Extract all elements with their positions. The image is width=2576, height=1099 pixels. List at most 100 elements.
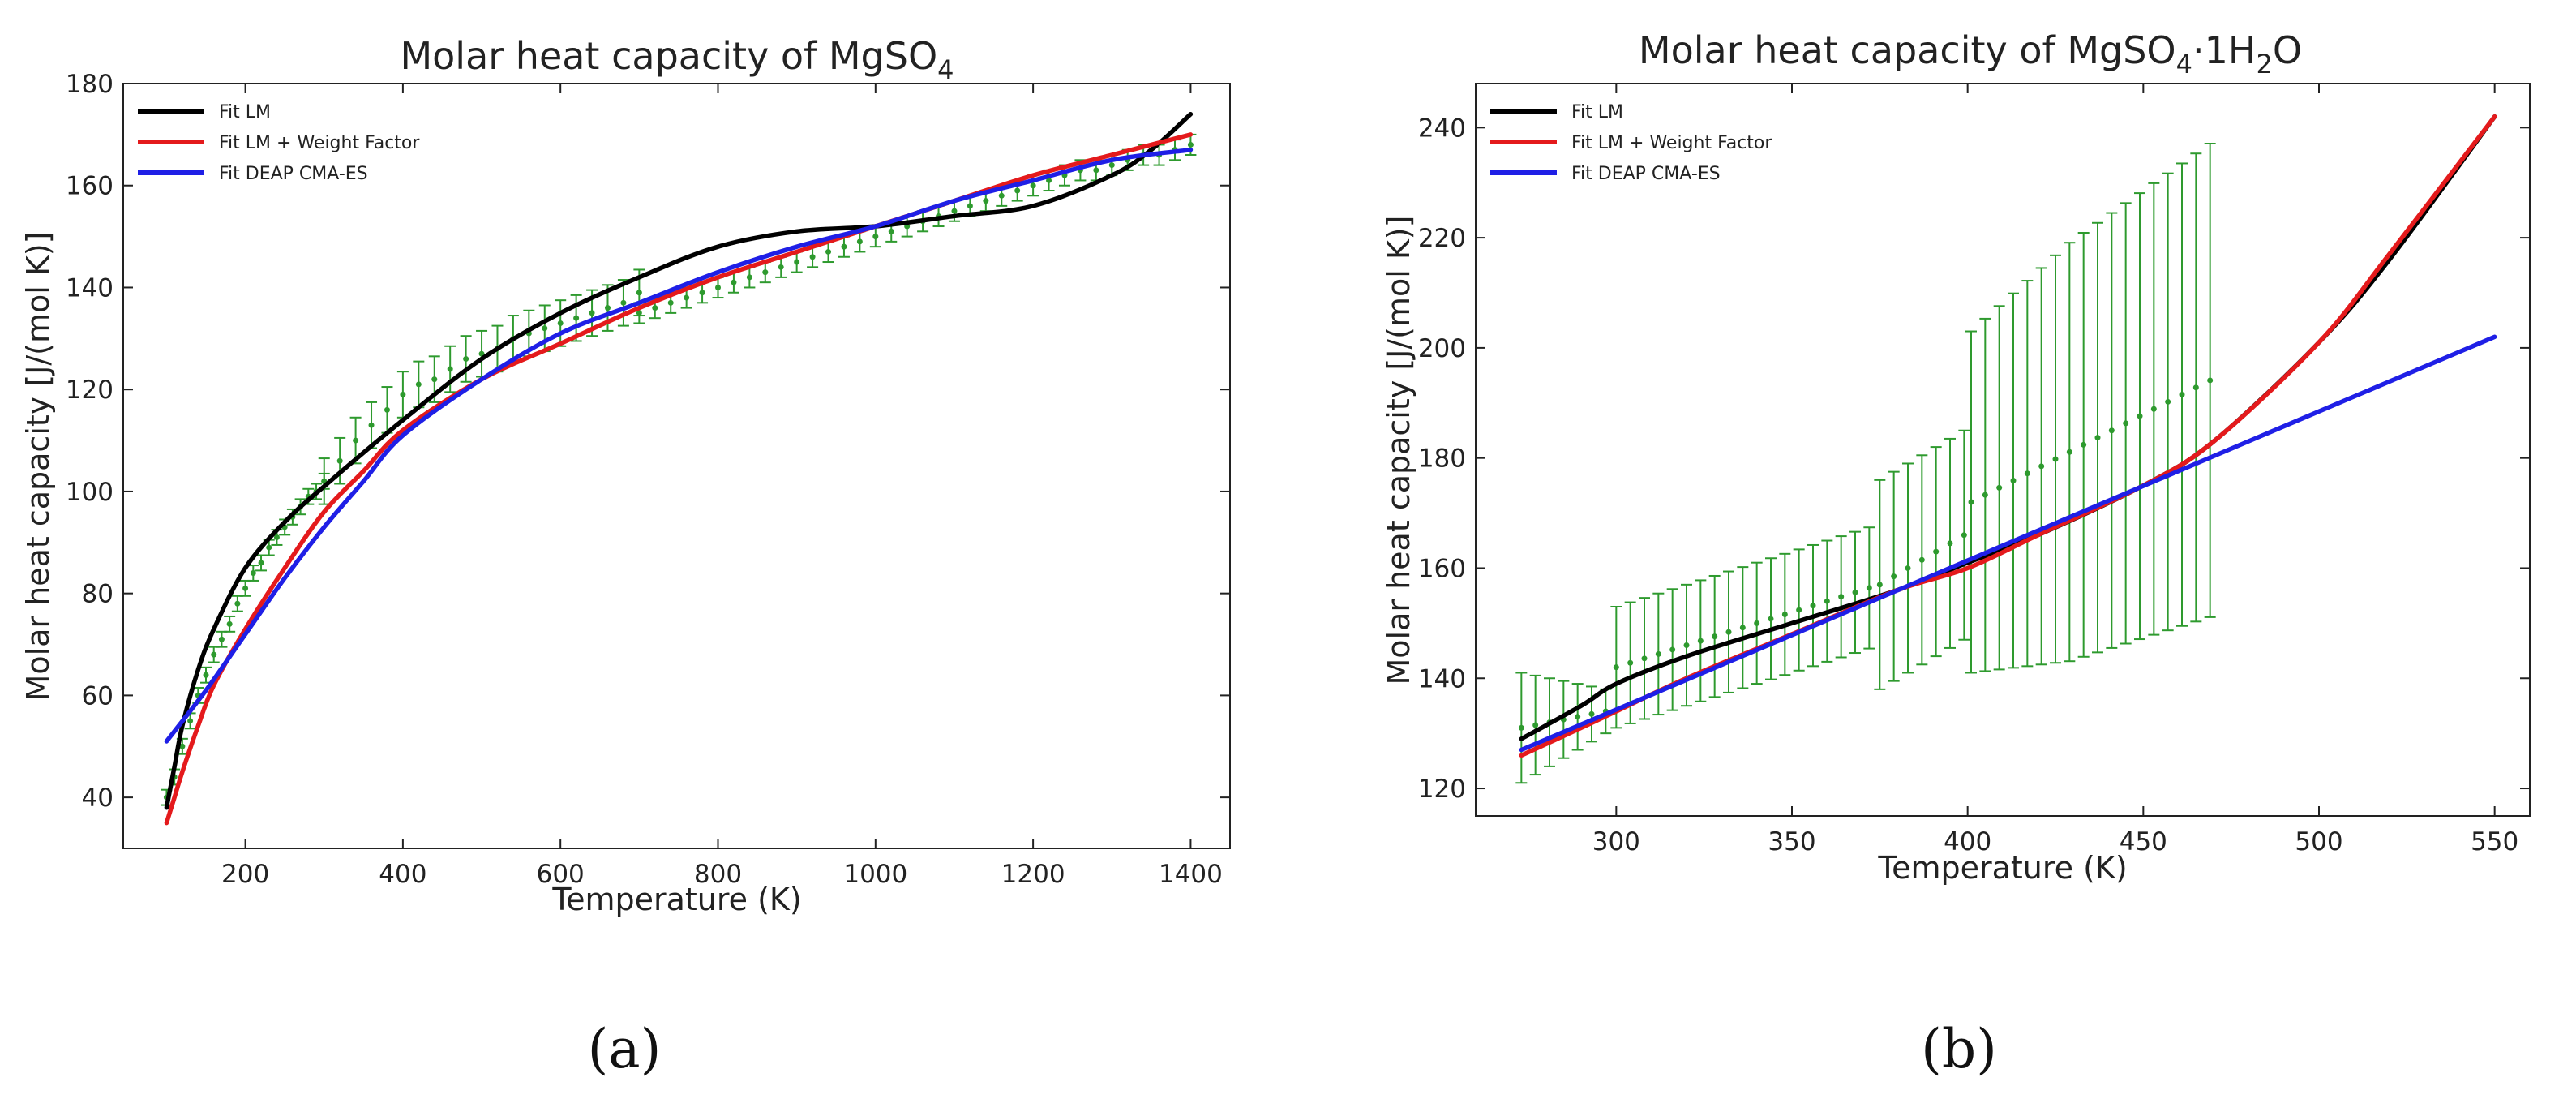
chart-b-errorbar [1993,305,2005,671]
chart-b-data-point [1739,625,1746,631]
chart-b-ytick-label: 120 [1418,775,1466,804]
chart-b-data-point [1838,594,1845,600]
chart-a-errorbar [617,279,629,327]
chart-a-errorbar [413,360,425,409]
chart-b-errorbar [2134,192,2145,641]
chart-b-errorbar [1958,429,1970,641]
chart-a-errorbar [460,335,472,383]
chart-b-errorbar [1765,557,1777,680]
chart-a-ytick-label: 120 [66,376,114,405]
chart-b-errorbar [1849,530,1861,655]
chart-b-data-point [1891,573,1897,580]
chart-b-data-point [1947,540,1953,547]
chart-b-errorbar [1708,574,1721,698]
chart-b-legend-label: Fit DEAP CMA-ES [1571,164,1721,184]
chart-b-legend-label: Fit LM + Weight Factor [1571,133,1772,153]
chart-a-data-point [258,560,264,566]
chart-a-data-point [731,279,737,285]
chart-a-data-point [384,406,390,413]
chart-b-errorbar [1874,479,1886,690]
chart-b-data-point [1852,589,1858,595]
chart-a-errorbar [216,630,228,648]
chart-b-errorbar [2120,202,2132,645]
chart-b-data-point [1532,722,1539,728]
chart-a-errorbar [381,386,393,434]
chart-b-xtick-label: 550 [2471,827,2518,856]
chart-b-data-point [1712,633,1718,640]
chart-b-data-point [1824,598,1830,604]
chart-a-data-point [478,350,485,357]
chart-a-data-point [589,310,595,316]
chart-a-data-point [841,243,847,250]
chart-a-data-point [998,192,1005,199]
chart-a-errorbar [224,615,236,633]
chart-a-data-point [951,208,958,214]
chart-b-ytick-label: 220 [1418,224,1466,253]
chart-a-data-point [1014,187,1021,194]
chart-b-data-point [1968,499,1974,505]
chart-b-data-point [2123,420,2129,427]
chart-a-xtick-label: 800 [694,860,742,889]
chart-b-ytick-label: 200 [1418,334,1466,363]
chart-b-data-point [1905,565,1911,571]
chart-a-data-point [400,391,406,397]
chart-a-data-point [242,585,249,591]
chart-a-legend-label: Fit LM [219,102,271,122]
chart-b-data-point [1933,548,1940,555]
chart-b-ytick-label: 160 [1418,554,1466,583]
chart-b-data-point [2179,392,2185,398]
chart-b-errorbar [1571,683,1584,751]
chart-a-data-point [856,238,863,245]
chart-a-data-point [1046,177,1052,183]
chart-a-errorbar [396,371,409,419]
chart-b-errorbar [1916,454,1928,666]
chart-a-data-point [542,325,548,332]
chart-a-series-fit-lm [164,111,1194,810]
chart-b-series-fit-lm [1519,114,2497,741]
chart-b-data-point [1982,492,1988,498]
chart-b-data-point [1768,616,1774,622]
chart-a-data-point [825,248,832,255]
chart-a-errorbar [184,712,196,730]
chart-a-data-point [809,254,816,260]
chart-b-xtick-label: 400 [1944,827,1991,856]
chart-a-data-point [1093,167,1099,174]
chart-a-ytick-label: 60 [82,681,114,710]
chart-b-data-point [1669,646,1676,653]
chart-a-errorbar [247,565,259,582]
chart-b-errorbar [2008,292,2019,669]
chart-a-errorbar [200,666,212,684]
chart-b-data-point [2207,377,2214,384]
chart-a-legend-label: Fit LM + Weight Factor [219,133,420,153]
chart-b-data-point [1725,629,1732,635]
chart-a-ytick-label: 180 [66,70,114,99]
chart-a-data-point [431,376,438,383]
chart-b-data-point [1575,714,1581,720]
chart-b-errorbar [2148,182,2160,636]
chart-a-data-point [652,305,658,311]
chart-a-data-point [667,299,674,306]
chart-b-ytick-label: 240 [1418,114,1466,143]
chart-a-xtick-label: 1200 [1001,860,1065,889]
chart-b-data-point [1655,650,1661,657]
chart-b-xlabel: Temperature (K) [1877,850,2127,886]
chart-a-data-point [684,294,690,301]
chart-a-ylabel: Molar heat capacity [J/(mol K)] [20,232,56,702]
chart-b-data-point [2150,406,2157,412]
chart-b-errorbar [1779,552,1791,676]
chart-b-errorbars [1515,143,2216,784]
chart-b-errorbar [1529,674,1541,776]
chart-a-data-point [967,203,973,209]
chart-b-errorbar [1835,535,1847,659]
chart-b-errorbar [1723,570,1734,693]
chart-a-data-point [368,422,375,428]
chart-a-errorbar [231,595,243,612]
chart-b-series-fit-lm-weight-factor [1519,114,2497,758]
chart-b-ylabel: Molar heat capacity [J/(mol K)] [1381,216,1417,685]
chart-b-errorbar [1681,583,1692,707]
chart-b-legend: Fit LM Fit LM + Weight Factor Fit DEAP CMA… [1490,102,1772,184]
chart-b-data-point [2038,463,2045,470]
chart-b-data-point [2024,470,2030,477]
chart-b-errorbar [2064,242,2076,663]
